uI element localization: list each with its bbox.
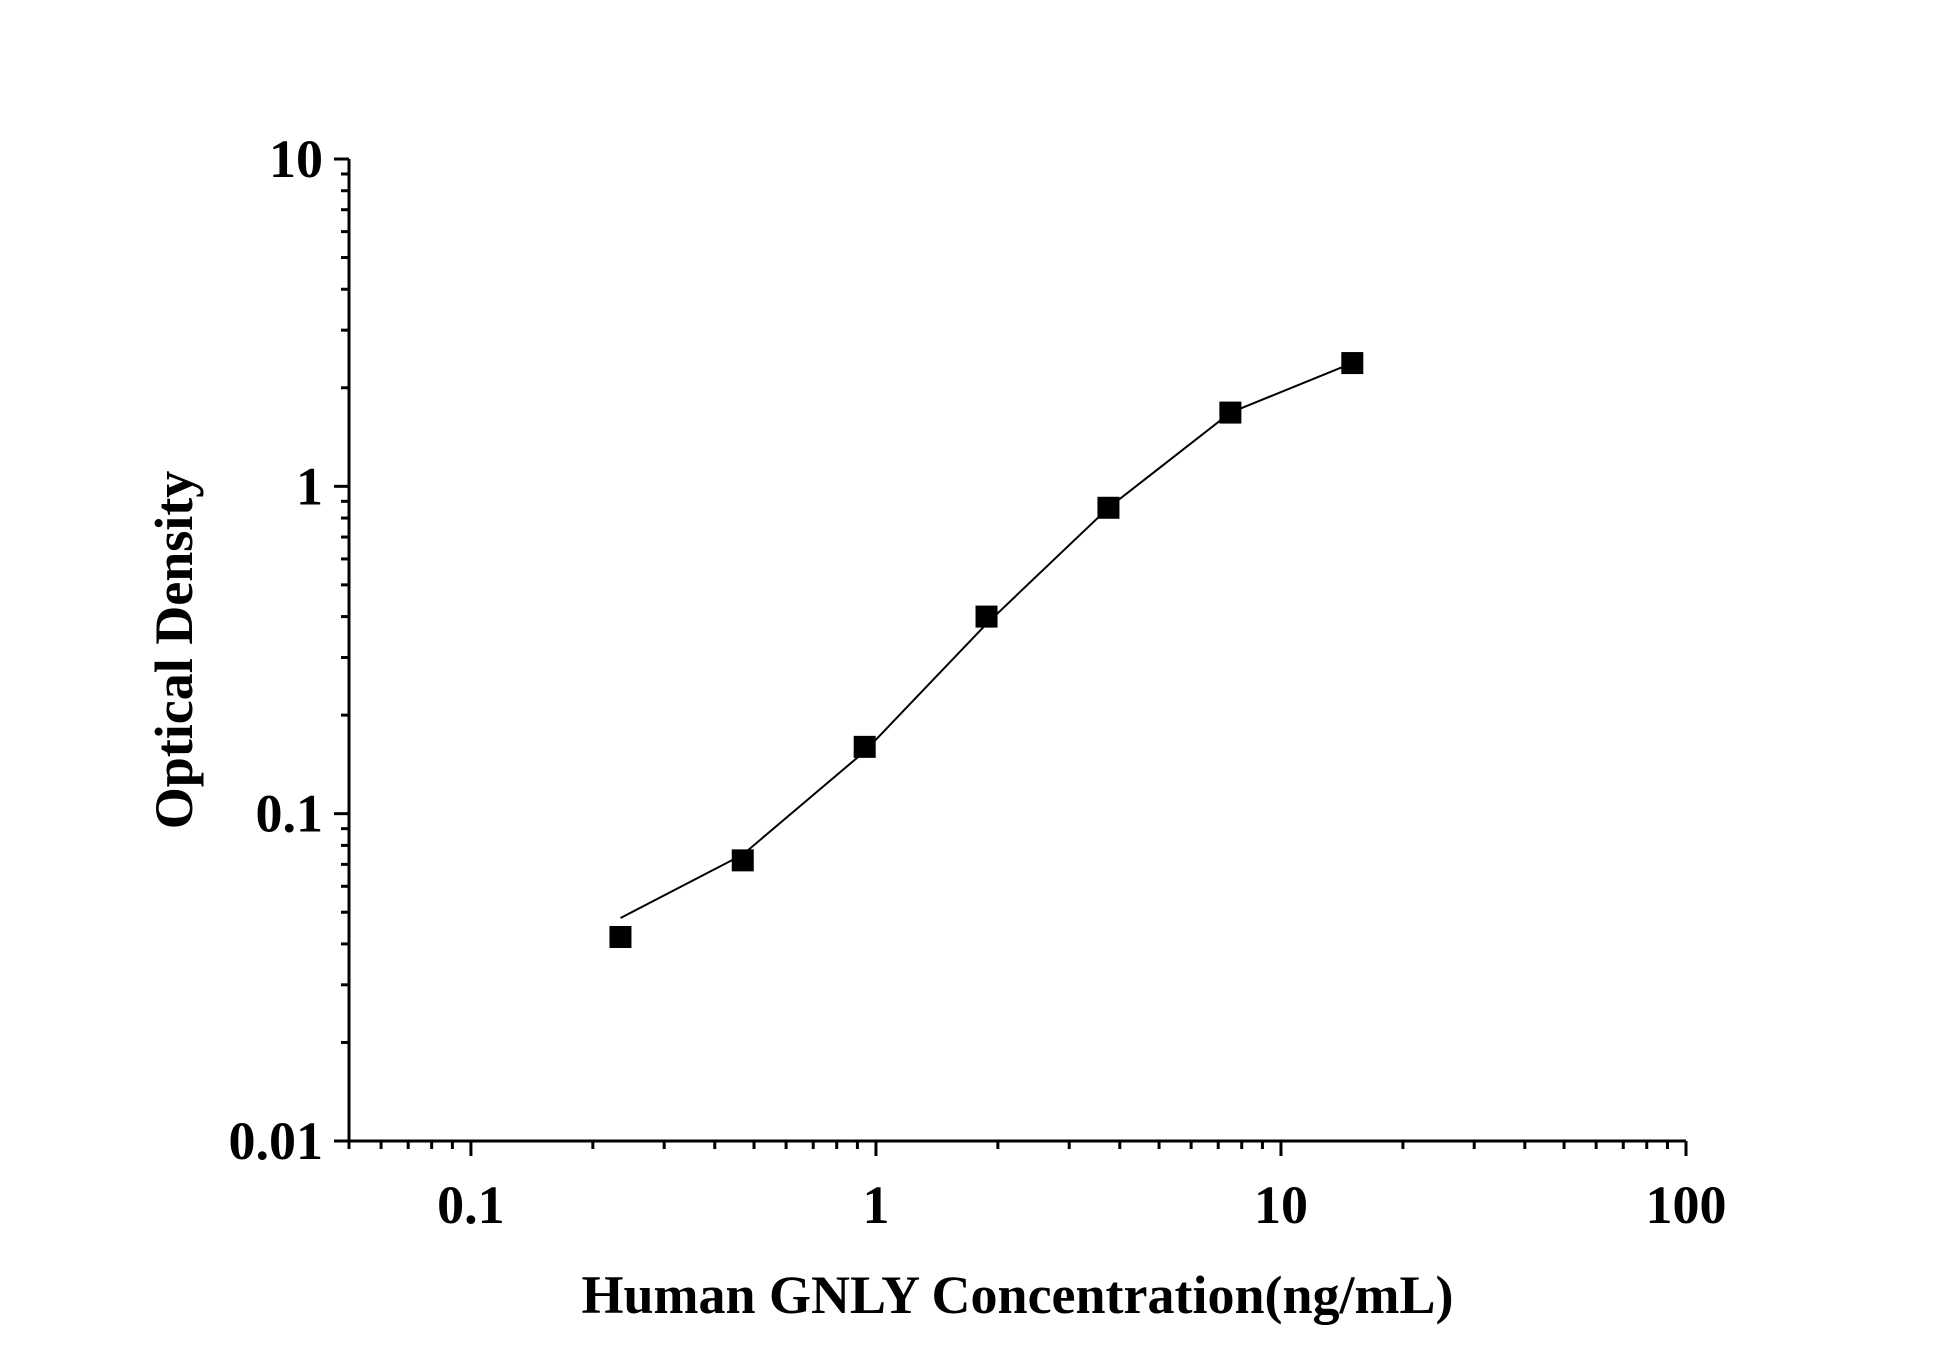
x-tick-label: 10: [1254, 1175, 1308, 1235]
y-tick-label: 0.1: [256, 784, 324, 844]
axes: 0.01 0.1 1 10 0.1 1 10 100: [229, 129, 1727, 1235]
data-point: [853, 735, 876, 758]
data-point: [609, 925, 632, 948]
data-point: [731, 849, 754, 872]
data-point: [1097, 496, 1120, 519]
data-point: [975, 605, 998, 628]
data-point: [1219, 401, 1242, 424]
x-tick-label: 100: [1646, 1175, 1727, 1235]
y-tick-label: 1: [296, 456, 323, 516]
x-tick-label: 1: [862, 1175, 889, 1235]
x-tick-label: 0.1: [437, 1175, 505, 1235]
fit-curve: [620, 362, 1353, 919]
data-points-layer: [609, 352, 1364, 948]
x-axis-title: Human GNLY Concentration(ng/mL): [581, 1265, 1453, 1325]
data-point: [1341, 352, 1364, 375]
y-tick-label: 10: [269, 129, 323, 189]
y-tick-label: 0.01: [229, 1111, 324, 1171]
y-axis-title: Optical Density: [144, 471, 204, 830]
fit-curve-layer: [620, 362, 1353, 919]
